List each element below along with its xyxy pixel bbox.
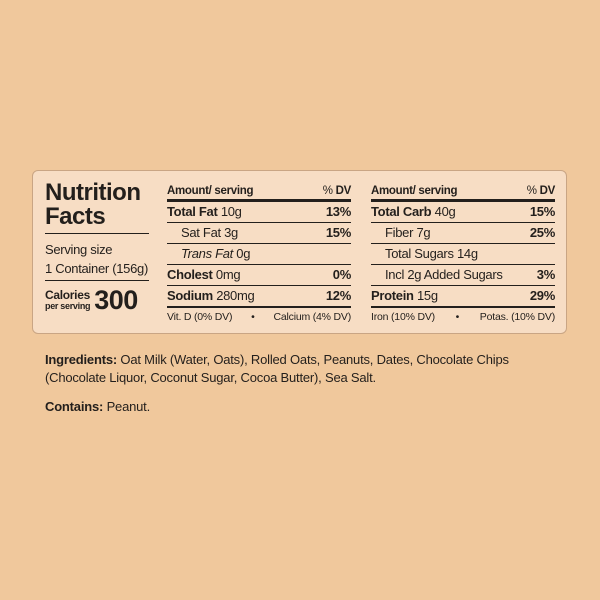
nutrient-name: Total Fat (167, 204, 218, 219)
dv-pct: % (526, 185, 537, 197)
calories-sub: per serving (45, 300, 91, 311)
vitamin: Calcium (4% DV) (273, 311, 351, 323)
column-header: Amount/ serving% DV (167, 183, 351, 202)
nutrition-facts-panel: Nutrition Facts Serving size 1 Container (… (32, 170, 567, 334)
nutrient-row: Total Sugars 14g (371, 244, 555, 265)
nutrients-right: Amount/ serving% DV Total Carb 40g 15% Fibe… (371, 183, 555, 326)
nutrient-row: Protein 15g 29% (371, 286, 555, 308)
dv-pct: % (322, 185, 333, 197)
vitamin: Iron (10% DV) (371, 311, 435, 323)
nutrient-name: Protein (371, 288, 414, 303)
vitamin: Vit. D (0% DV) (167, 311, 233, 323)
nutrient-dv: 25% (529, 225, 555, 240)
nutrient-name: Cholest (167, 267, 213, 282)
nutrient-name: Sodium (167, 288, 213, 303)
calories-text: Calories (45, 287, 90, 302)
title-line1: Nutrition (45, 179, 141, 206)
nutrient-name-amount: Sat Fat 3g (167, 223, 238, 243)
nutrient-name-amount: Total Fat 10g (167, 202, 242, 222)
nutrient-amount: 0g (236, 246, 251, 261)
contains-label: Contains: (45, 399, 104, 414)
nutrient-amount: 40g (434, 204, 456, 219)
dv-header: % DV (526, 183, 556, 199)
nutrient-row: Sodium 280mg 12% (167, 286, 351, 308)
ingredients-label: Ingredients: (45, 352, 117, 367)
nutrient-name-amount: Trans Fat 0g (167, 244, 250, 264)
nutrient-name: Trans Fat (181, 246, 233, 261)
nutrient-amount: 7g (416, 225, 431, 240)
dv-text: DV (539, 185, 556, 197)
serving-label: Serving size (45, 242, 113, 257)
nutrients-left: Amount/ serving% DV Total Fat 10g 13% Sat F… (167, 183, 351, 326)
calories-label: Calories per serving (45, 287, 91, 312)
label-left: Nutrition Facts Serving size 1 Container (… (45, 181, 149, 316)
nutrient-name-amount: Cholest 0mg (167, 265, 241, 285)
nutrient-name: Total Sugars (385, 246, 454, 261)
nutrient-row: Incl 2g Added Sugars 3% (371, 265, 555, 286)
nutrient-amount: 14g (456, 246, 478, 261)
title: Nutrition Facts (45, 181, 149, 229)
serving-value: 1 Container (156g) (45, 261, 148, 276)
ingredients: Ingredients: Oat Milk (Water, Oats), Rol… (45, 351, 565, 387)
nutrient-name: Incl 2g Added Sugars (385, 267, 503, 282)
bullet: • (455, 311, 460, 323)
bullet: • (251, 311, 255, 323)
nutrient-row: Total Carb 40g 15% (371, 202, 555, 223)
nutrient-name: Total Carb (371, 204, 432, 219)
nutrient-row: Total Fat 10g 13% (167, 202, 351, 223)
dv-header: % DV (322, 183, 352, 199)
dv-text: DV (335, 185, 352, 197)
nutrient-row: Fiber 7g 25% (371, 223, 555, 244)
contains: Contains: Peanut. (45, 398, 565, 416)
nutrient-name: Fiber (385, 225, 414, 240)
nutrient-amount: 15g (417, 288, 438, 303)
nutrient-amount: 10g (220, 204, 242, 219)
nutrient-name-amount: Total Carb 40g (371, 202, 456, 222)
nutrient-name-amount: Protein 15g (371, 286, 438, 306)
nutrient-amount: 280mg (216, 288, 255, 303)
vitamins-row: Iron (10% DV) • Potas. (10% DV) (371, 308, 555, 326)
column-header: Amount/ serving% DV (371, 183, 555, 202)
nutrient-dv: 15% (529, 204, 555, 219)
serving-size: Serving size 1 Container (156g) (45, 233, 149, 278)
nutrient-dv: 0% (332, 267, 352, 282)
contains-text: Peanut. (106, 399, 151, 414)
amount-header: Amount/ serving (371, 185, 458, 197)
nutrient-row: Cholest 0mg 0% (167, 265, 351, 286)
nutrient-dv: 12% (325, 288, 351, 303)
amount-header: Amount/ serving (167, 185, 254, 197)
ingredients-text: Oat Milk (Water, Oats), Rolled Oats, Pea… (45, 352, 509, 385)
vitamins-row: Vit. D (0% DV) • Calcium (4% DV) (167, 308, 351, 326)
nutrient-name-amount: Incl 2g Added Sugars (371, 265, 503, 285)
nutrient-amount: 0mg (215, 267, 241, 282)
nutrient-dv: 29% (529, 288, 555, 303)
nutrient-name-amount: Total Sugars 14g (371, 244, 478, 264)
calories-value: 300 (94, 285, 138, 315)
nutrient-dv: 13% (325, 204, 351, 219)
nutrient-dv: 15% (325, 225, 351, 240)
nutrient-row: Trans Fat 0g (167, 244, 351, 265)
vitamin: Potas. (10% DV) (479, 311, 555, 323)
nutrient-amount: 3g (224, 225, 238, 240)
nutrient-row: Sat Fat 3g 15% (167, 223, 351, 244)
title-line2: Facts (45, 203, 106, 230)
calories: Calories per serving 300 (45, 280, 149, 316)
nutrient-dv: 3% (536, 267, 556, 282)
nutrient-name-amount: Sodium 280mg (167, 286, 255, 306)
nutrient-name: Sat Fat (181, 225, 221, 240)
nutrient-name-amount: Fiber 7g (371, 223, 431, 243)
